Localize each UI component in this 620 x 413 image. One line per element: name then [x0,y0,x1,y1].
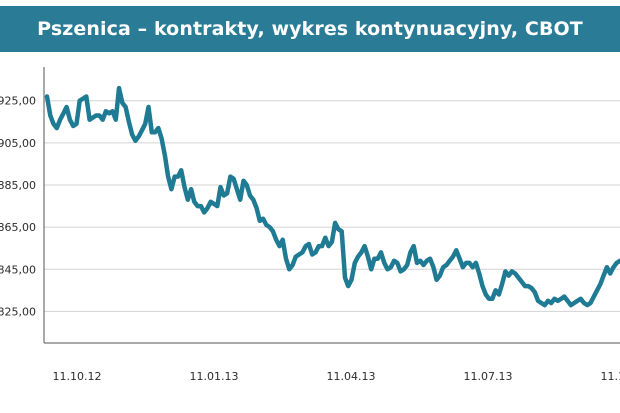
price-series-line [44,85,620,308]
y-tick-label: 925,00 [0,95,36,108]
series-layer [44,85,620,308]
x-tick-label: 11.04.13 [327,370,376,383]
chart-title-bar: Pszenica – kontrakty, wykres kontynuacyj… [0,6,620,52]
axes [43,67,620,344]
y-tick-label: 825,00 [0,305,36,318]
chart-title: Pszenica – kontrakty, wykres kontynuacyj… [37,18,583,40]
gridlines [44,100,620,312]
x-tick-label: 11.01.13 [190,370,239,383]
x-tick-label: 11.10.13 [601,370,620,383]
y-tick-label: 845,00 [0,263,36,276]
y-tick-label: 885,00 [0,179,36,192]
y-tick-label: 865,00 [0,221,36,234]
tick-labels: 925,00 905,00 885,00 865,00 845,00 825,00 11.1… [0,95,620,383]
y-tick-label: 905,00 [0,137,36,150]
x-tick-label: 11.10.12 [53,370,102,383]
x-tick-label: 11.07.13 [464,370,513,383]
